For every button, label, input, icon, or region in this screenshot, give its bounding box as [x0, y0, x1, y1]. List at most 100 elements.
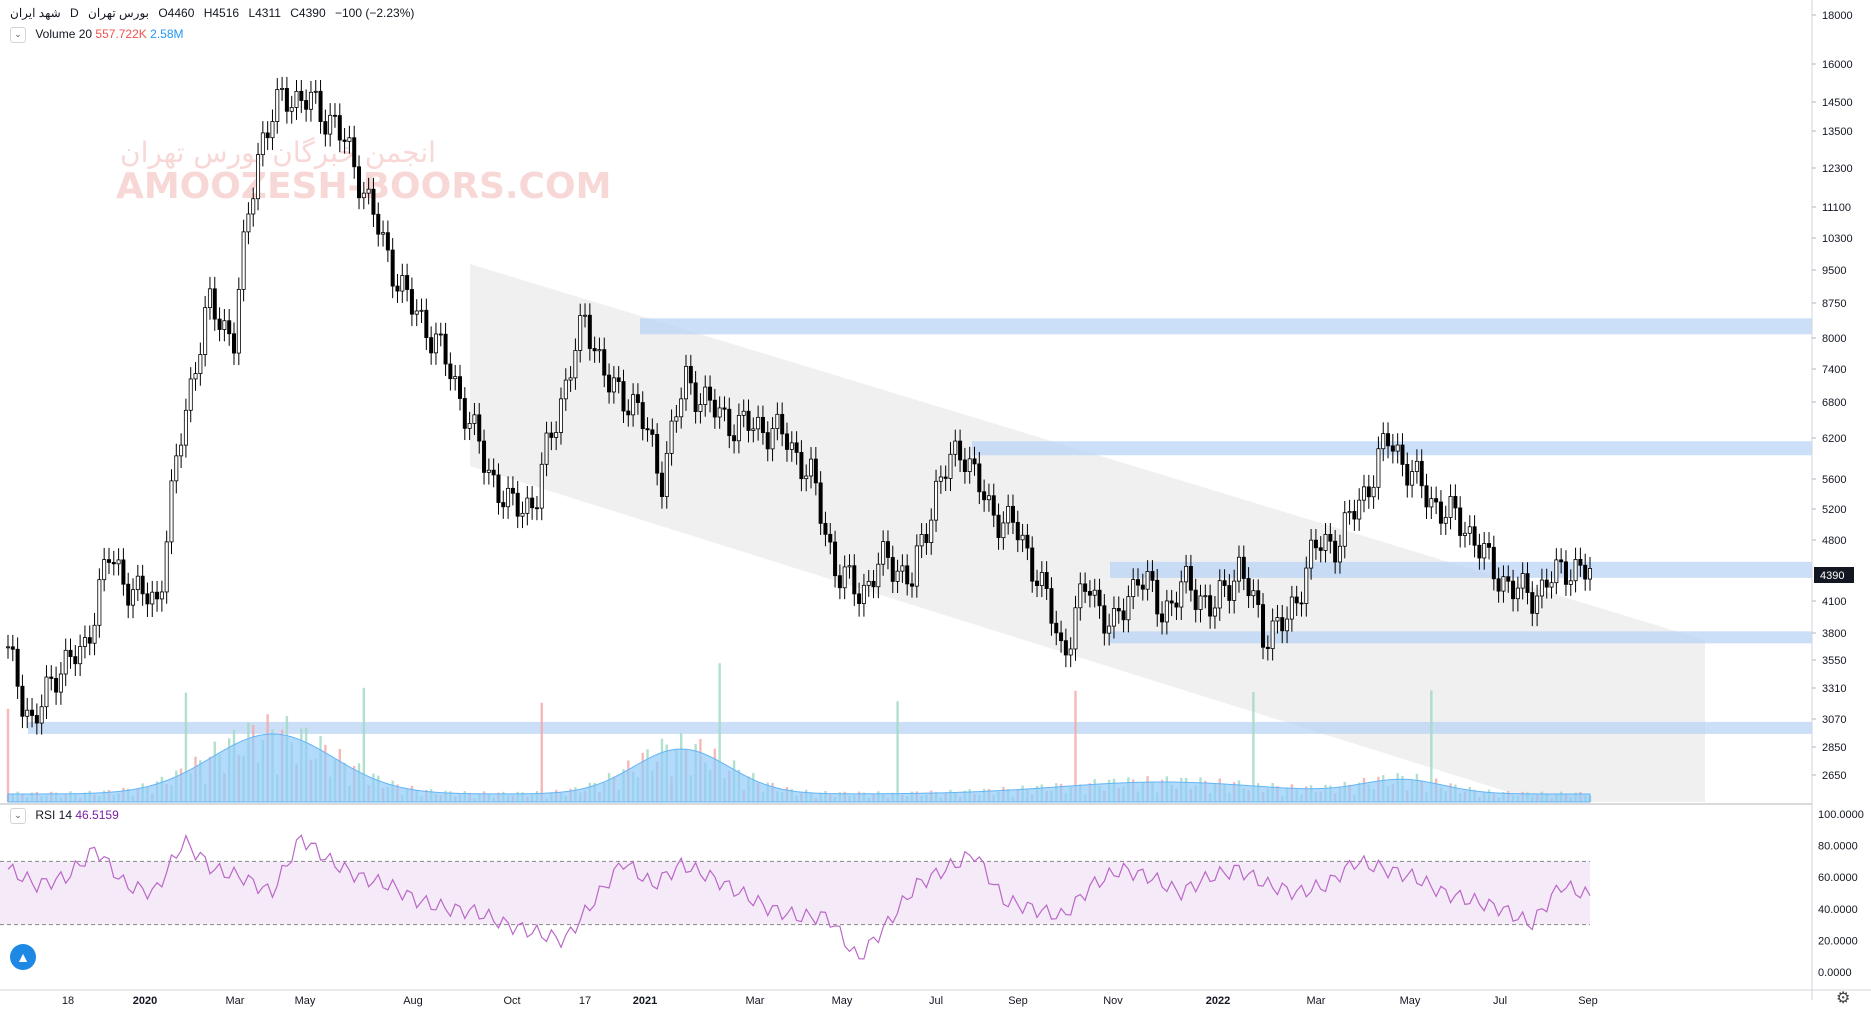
candle-body — [1491, 546, 1496, 580]
candle-body — [1366, 486, 1371, 498]
candle-body — [299, 90, 304, 101]
candle-body — [347, 137, 352, 142]
rsi-label: RSI 14 — [35, 808, 73, 823]
volume-bar — [184, 692, 188, 802]
candle-body — [1390, 445, 1395, 452]
price-candles — [6, 76, 1593, 735]
candle-body — [1198, 595, 1203, 610]
candle-body — [861, 584, 866, 604]
candle-body — [679, 398, 684, 418]
candle-body — [1097, 589, 1102, 607]
candle-body — [852, 565, 857, 595]
candle-body — [212, 288, 217, 320]
candle-body — [934, 480, 939, 521]
candle-body — [150, 591, 155, 605]
price-tick-label: 4800 — [1822, 535, 1846, 547]
candle-body — [111, 562, 116, 565]
rsi-line — [7, 833, 1591, 960]
candle-body — [405, 275, 410, 290]
candle-body — [688, 365, 693, 384]
gear-icon[interactable]: ⚙ — [1836, 990, 1851, 1007]
candle-body — [1496, 578, 1501, 592]
candle-body — [510, 487, 515, 494]
candle-body — [164, 541, 169, 593]
candle-body — [1482, 543, 1487, 559]
candle-body — [563, 379, 568, 400]
volume-bar — [896, 701, 899, 802]
candle-body — [357, 166, 362, 199]
candle-body — [116, 559, 121, 565]
candle-body — [342, 139, 347, 142]
candle-body — [616, 377, 621, 382]
candle-body — [1265, 646, 1270, 650]
candle-body — [1256, 590, 1261, 605]
candle-body — [1506, 576, 1511, 582]
candle-body — [1006, 505, 1011, 524]
candle-body — [775, 413, 780, 429]
candle-body — [1136, 579, 1141, 586]
candle-body — [256, 154, 261, 200]
candle-body — [1438, 501, 1443, 524]
candle-body — [1059, 632, 1064, 642]
ohlc-close: C4390 — [290, 6, 326, 20]
candle-body — [1001, 522, 1006, 539]
candle-body — [732, 435, 737, 442]
candle-body — [1472, 526, 1477, 546]
candle-body — [1212, 607, 1217, 617]
candle-body — [1362, 486, 1367, 501]
chevron-down-icon[interactable]: ⌄ — [10, 27, 26, 43]
candle-body — [1559, 559, 1564, 563]
candle-body — [106, 559, 111, 563]
price-tick-label: 2850 — [1822, 742, 1846, 754]
candle-body — [828, 533, 833, 543]
volume-legend: ⌄ Volume 20 557.722K 2.58M — [10, 27, 184, 43]
candle-body — [308, 91, 313, 110]
tradingview-logo-icon[interactable]: ▲ — [10, 944, 36, 970]
price-tick-label: 6800 — [1822, 397, 1846, 409]
volume-value-blue: 2.58M — [150, 27, 184, 42]
candle-body — [631, 394, 636, 416]
candle-body — [366, 188, 371, 194]
candle-body — [1583, 564, 1588, 580]
candle-body — [924, 534, 929, 544]
candle-body — [919, 534, 924, 547]
candle-body — [914, 545, 919, 587]
candle-body — [1121, 610, 1126, 621]
candle-body — [823, 522, 828, 535]
candle-body — [736, 414, 741, 442]
candle-body — [1318, 547, 1323, 551]
candle-body — [698, 404, 703, 412]
candle-body — [1395, 444, 1400, 452]
candle-body — [82, 637, 87, 647]
candle-body — [323, 121, 328, 135]
candle-body — [1145, 571, 1150, 590]
symbol-name[interactable]: شهد ایران — [10, 6, 61, 20]
chevron-down-icon[interactable]: ⌄ — [10, 808, 26, 824]
candle-body — [583, 314, 588, 317]
candle-body — [198, 354, 203, 375]
candle-body — [1174, 602, 1179, 608]
candle-body — [597, 349, 602, 352]
time-tick-label: 2020 — [133, 995, 157, 1007]
price-tick-label: 9500 — [1822, 265, 1846, 277]
time-tick-label: 2021 — [633, 995, 657, 1007]
candle-body — [1352, 511, 1357, 520]
candle-body — [1039, 572, 1044, 586]
rsi-tick-label: 20.0000 — [1818, 935, 1858, 947]
rsi-tick-label: 100.0000 — [1818, 809, 1864, 821]
candle-body — [1102, 605, 1107, 634]
ohlc-open: O4460 — [158, 6, 195, 20]
candle-body — [958, 440, 963, 461]
candle-body — [842, 566, 847, 589]
candle-body — [304, 100, 309, 110]
candle-body — [1309, 539, 1314, 569]
candle-body — [448, 363, 453, 380]
candle-body — [693, 382, 698, 412]
interval[interactable]: D — [70, 6, 79, 20]
candle-body — [910, 583, 915, 587]
candle-body — [804, 475, 809, 480]
time-tick-label: Mar — [226, 995, 245, 1007]
time-tick-label: Jul — [1493, 995, 1507, 1007]
candle-body — [1222, 580, 1227, 586]
